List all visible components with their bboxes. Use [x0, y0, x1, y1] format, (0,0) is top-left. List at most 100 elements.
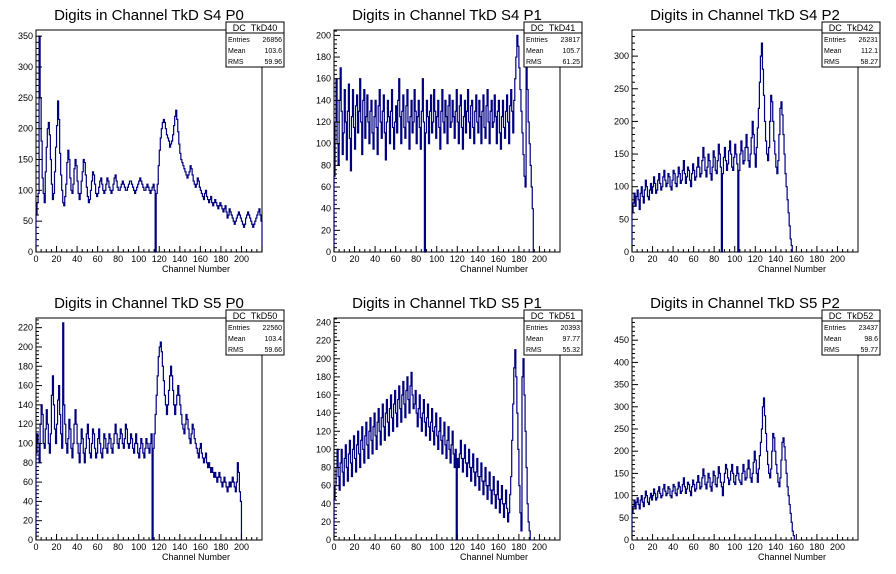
x-tick-label: 20 [52, 254, 62, 264]
x-tick-label: 0 [629, 254, 634, 264]
stats-value: 22560 [263, 325, 283, 332]
panel-title: Digits in Channel TkD S4 P0 [54, 7, 244, 24]
y-tick-label: 0 [28, 247, 33, 257]
stats-box-name: DC_TkD41 [531, 23, 576, 33]
stats-key: Mean [824, 336, 842, 343]
x-tick-label: 20 [648, 254, 658, 264]
y-tick-label: 120 [316, 117, 331, 127]
x-tick-label: 80 [411, 254, 421, 264]
y-tick-label: 160 [316, 390, 331, 400]
x-tick-label: 0 [33, 542, 38, 552]
y-tick-label: 140 [316, 95, 331, 105]
histogram-panel-2: Digits in Channel TkD S4 P2 0 20 40 60 80 100 1… [614, 7, 881, 274]
stats-box-name: DC_TkD50 [233, 311, 278, 321]
x-tick-label: 100 [131, 254, 146, 264]
stats-key: Mean [526, 336, 544, 343]
x-tick-label: 80 [113, 542, 123, 552]
stats-key: Mean [824, 48, 842, 55]
stats-value: 59.77 [860, 347, 878, 354]
stats-key: RMS [228, 59, 244, 66]
y-tick-label: 20 [321, 517, 331, 527]
y-tick-label: 80 [321, 160, 331, 170]
x-tick-label: 180 [809, 254, 824, 264]
x-axis-label: Channel Number [460, 552, 528, 562]
y-tick-label: 0 [624, 247, 629, 257]
stats-box-frame [821, 309, 881, 356]
stats-key: RMS [824, 59, 840, 66]
x-tick-label: 140 [172, 542, 187, 552]
y-tick-label: 220 [316, 336, 331, 346]
x-tick-label: 20 [648, 542, 658, 552]
y-tick-label: 100 [614, 182, 629, 192]
x-tick-label: 60 [689, 542, 699, 552]
panel-title: Digits in Channel TkD S4 P1 [352, 7, 542, 24]
y-tick-label: 0 [326, 535, 331, 545]
y-tick-label: 160 [18, 381, 33, 391]
x-tick-label: 120 [450, 542, 465, 552]
x-tick-label: 120 [748, 254, 763, 264]
stats-value: 105.7 [562, 48, 580, 55]
x-axis-label: Channel Number [758, 552, 826, 562]
x-tick-label: 200 [830, 542, 845, 552]
histogram-panel-5: Digits in Channel TkD S5 P2 0 20 40 60 80 100 1… [614, 295, 881, 562]
panel-title: Digits in Channel TkD S4 P2 [650, 7, 840, 24]
stats-box: DC_TkD51 Entries 20393 Mean 97.77 RMS 55.32 [523, 309, 583, 356]
x-tick-label: 60 [391, 254, 401, 264]
x-tick-label: 20 [350, 542, 360, 552]
stats-key: RMS [526, 347, 542, 354]
y-tick-label: 0 [28, 535, 33, 545]
histogram-panel-0: Digits in Channel TkD S4 P0 0 20 40 60 80 100 1… [18, 7, 285, 274]
y-tick-label: 50 [23, 216, 33, 226]
y-tick-label: 450 [614, 335, 629, 345]
stats-box-frame [821, 21, 881, 68]
x-tick-label: 60 [391, 542, 401, 552]
y-tick-label: 120 [316, 426, 331, 436]
y-tick-label: 400 [614, 357, 629, 367]
y-tick-label: 350 [614, 380, 629, 390]
x-tick-label: 180 [809, 542, 824, 552]
x-axis-label: Channel Number [758, 264, 826, 274]
stats-value: 26231 [859, 37, 879, 44]
y-tick-label: 250 [614, 84, 629, 94]
stats-key: Entries [228, 325, 250, 332]
stats-box-name: DC_TkD52 [829, 311, 874, 321]
stats-value: 23817 [561, 37, 581, 44]
x-tick-label: 20 [350, 254, 360, 264]
x-tick-label: 160 [193, 542, 208, 552]
y-tick-label: 50 [619, 513, 629, 523]
x-tick-label: 100 [727, 542, 742, 552]
stats-key: Entries [228, 37, 250, 44]
stats-key: Entries [526, 325, 548, 332]
y-tick-label: 300 [614, 402, 629, 412]
y-tick-label: 200 [316, 30, 331, 40]
x-tick-label: 120 [152, 254, 167, 264]
x-tick-label: 140 [470, 254, 485, 264]
x-tick-label: 60 [93, 254, 103, 264]
y-tick-label: 300 [614, 51, 629, 61]
stats-value: 112.1 [861, 48, 878, 55]
x-tick-label: 160 [789, 542, 804, 552]
x-tick-label: 200 [234, 254, 249, 264]
y-tick-label: 60 [23, 477, 33, 487]
stats-key: RMS [526, 59, 542, 66]
x-tick-label: 180 [213, 254, 228, 264]
x-tick-label: 160 [491, 254, 506, 264]
y-tick-label: 0 [624, 535, 629, 545]
histogram-panel-1: Digits in Channel TkD S4 P1 0 20 40 60 80 100 1… [316, 7, 583, 274]
y-tick-label: 50 [619, 214, 629, 224]
y-tick-label: 120 [18, 419, 33, 429]
x-tick-label: 180 [213, 542, 228, 552]
y-tick-label: 250 [614, 424, 629, 434]
stats-box-frame [225, 309, 285, 356]
stats-key: Entries [824, 37, 846, 44]
x-tick-label: 140 [768, 254, 783, 264]
y-tick-label: 200 [614, 116, 629, 126]
stats-value: 26856 [263, 37, 283, 44]
x-tick-label: 0 [33, 254, 38, 264]
stats-box-name: DC_TkD51 [531, 311, 576, 321]
x-tick-label: 40 [72, 254, 82, 264]
stats-value: 23437 [859, 325, 879, 332]
y-tick-label: 20 [23, 516, 33, 526]
stats-box-name: DC_TkD40 [233, 23, 278, 33]
x-tick-label: 100 [429, 254, 444, 264]
